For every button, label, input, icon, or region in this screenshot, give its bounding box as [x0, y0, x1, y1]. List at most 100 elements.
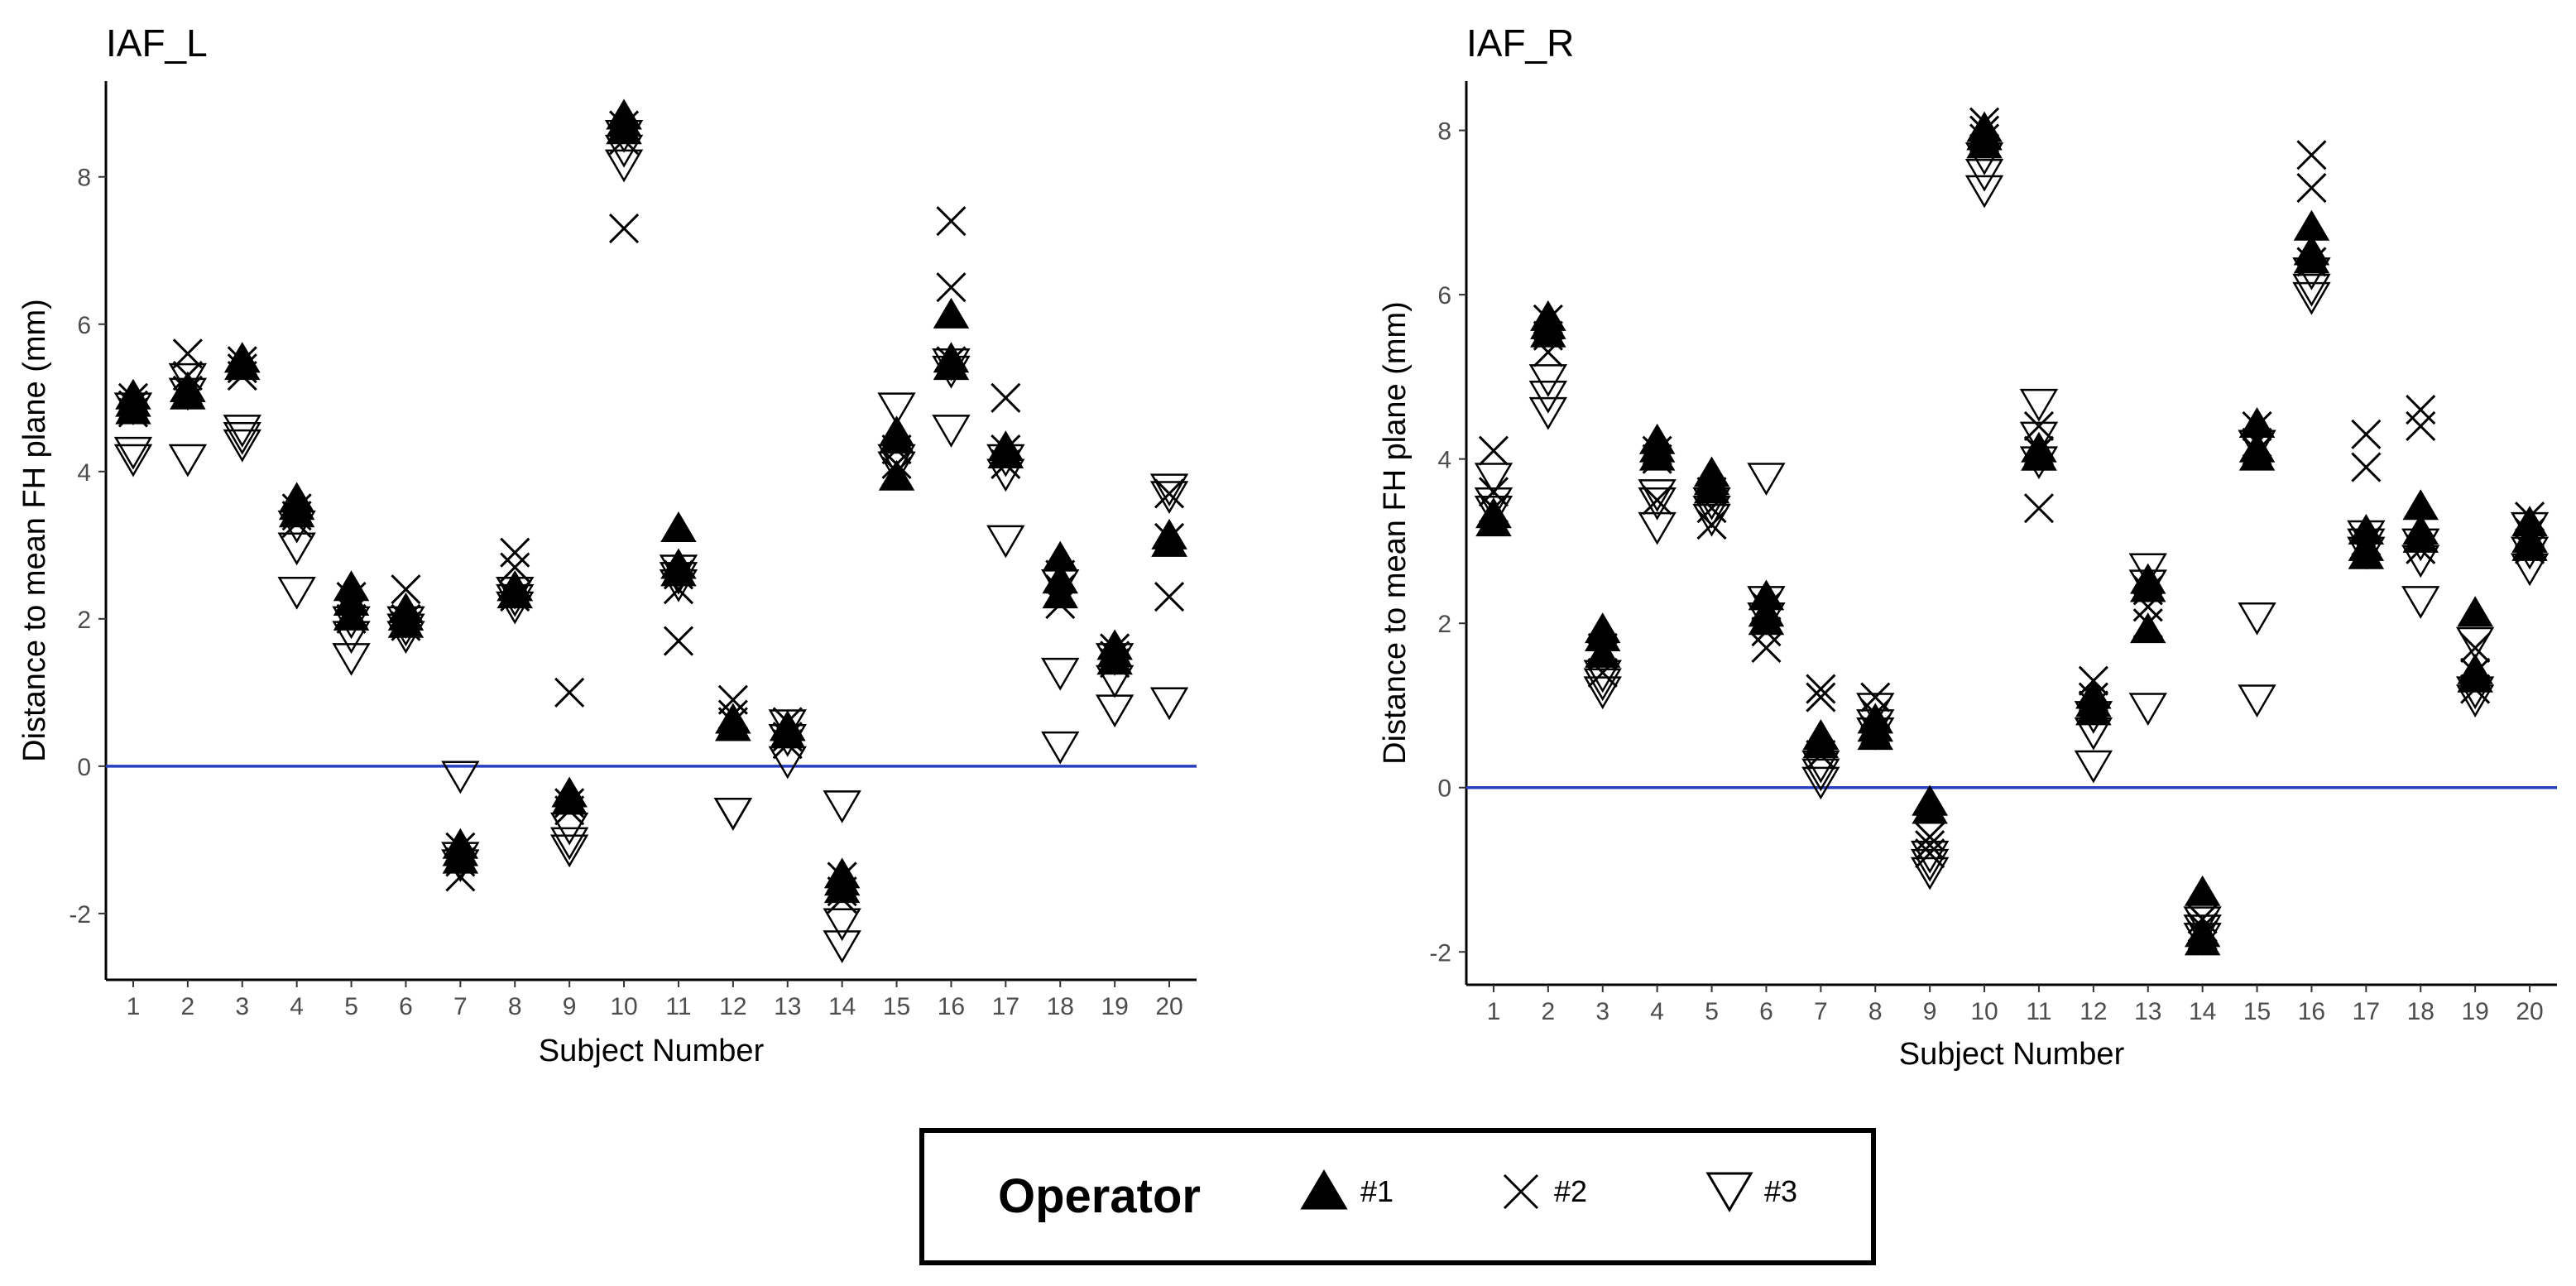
point-iaf-l-op2-46: [936, 272, 967, 303]
point-iaf-r-op2-28: [1969, 115, 2000, 146]
x-axis-label-iaf-l: Subject Number: [539, 1034, 765, 1068]
point-iaf-r-op3-13: [1692, 495, 1731, 529]
point-iaf-r-op3-6: [1583, 660, 1622, 693]
point-iaf-r-op1-11: [1638, 439, 1676, 471]
x-tick-label-iaf-l-14: 14: [828, 993, 856, 1020]
point-iaf-l-op2-43: [881, 449, 912, 479]
point-iaf-r-op2-49: [2351, 452, 2382, 482]
point-iaf-r-op3-44: [2238, 429, 2276, 463]
point-iaf-l-op3-11: [277, 576, 316, 610]
point-iaf-r-op3-15: [1747, 463, 1786, 496]
point-iaf-l-op2-38: [772, 729, 803, 760]
point-iaf-l-op3-34: [713, 798, 753, 831]
point-iaf-r-op1-5: [1530, 316, 1566, 348]
point-iaf-l-op3-52: [1041, 731, 1080, 765]
x-tick-label-iaf-r-7: 7: [1814, 998, 1828, 1025]
x-tick-label-iaf-r-3: 3: [1595, 998, 1609, 1025]
point-iaf-r-op3-19: [1801, 758, 1840, 792]
x-tick-label-iaf-l-8: 8: [508, 993, 522, 1020]
x-tick-label-iaf-r-10: 10: [1970, 998, 1998, 1025]
x-tick-label-iaf-l-2: 2: [181, 993, 195, 1020]
y-tick-label-iaf-l-6: 6: [77, 312, 91, 339]
x-tick-label-iaf-l-17: 17: [992, 993, 1019, 1020]
point-iaf-l-op1-8: [224, 342, 261, 373]
point-iaf-r-op3-26: [1910, 857, 1950, 890]
x-tick-label-iaf-r-11: 11: [2026, 998, 2051, 1025]
point-iaf-r-op1-39: [2184, 875, 2221, 906]
point-iaf-r-op3-46: [2292, 273, 2331, 307]
point-iaf-r-op3-7: [1583, 676, 1622, 710]
point-iaf-l-op1-53: [1042, 578, 1078, 609]
point-iaf-l-op1-30: [660, 511, 697, 542]
point-iaf-r-op3-32: [2019, 446, 2059, 480]
x-tick-label-iaf-l-12: 12: [719, 993, 746, 1020]
point-iaf-r-op2-24: [1915, 822, 1945, 852]
point-iaf-l-op3-55: [1095, 694, 1134, 728]
point-iaf-r-op3-38: [2128, 693, 2167, 726]
point-iaf-l-op3-10: [277, 532, 316, 566]
point-iaf-r-op3-48: [2347, 520, 2386, 554]
point-iaf-r-op2-38: [2132, 608, 2163, 639]
x-tick-label-iaf-l-15: 15: [883, 993, 910, 1020]
point-iaf-l-op3-42: [877, 392, 916, 426]
point-iaf-l-op2-56: [1100, 648, 1130, 679]
point-iaf-r-op3-11: [1638, 511, 1677, 545]
point-iaf-r-op3-55: [2455, 676, 2495, 710]
x-tick-label-iaf-r-19: 19: [2461, 998, 2488, 1025]
point-iaf-r-op2-7: [1587, 641, 1618, 671]
point-iaf-l-op2-48: [991, 382, 1021, 413]
legend-label-3: #3: [1764, 1174, 1797, 1208]
x-tick-label-iaf-l-19: 19: [1101, 993, 1128, 1020]
x-tick-label-iaf-l-3: 3: [235, 993, 249, 1020]
point-iaf-r-op2-59: [2514, 534, 2545, 564]
x-tick-label-iaf-l-4: 4: [290, 993, 304, 1020]
point-iaf-l-op2-44: [881, 456, 912, 487]
point-iaf-l-op2-1: [118, 390, 149, 420]
point-iaf-l-op2-12: [336, 582, 367, 612]
point-iaf-l-op2-9: [281, 493, 312, 524]
point-iaf-r-op2-11: [1642, 485, 1672, 516]
point-iaf-l-op2-18: [445, 861, 476, 892]
point-iaf-r-op2-32: [2023, 493, 2055, 524]
point-iaf-l-op3-50: [986, 525, 1025, 559]
point-iaf-l-op2-5: [172, 375, 203, 405]
point-iaf-r-op3-45: [2292, 257, 2331, 290]
point-iaf-l-op3-53: [1041, 569, 1080, 602]
point-iaf-l-op3-20: [441, 849, 480, 883]
point-iaf-l-op2-57: [1154, 478, 1185, 509]
point-iaf-l-op2-15: [391, 574, 421, 605]
point-iaf-r-op2-5: [1533, 337, 1563, 367]
point-iaf-r-op3-10: [1638, 487, 1677, 521]
legend-box: [919, 1128, 1876, 1265]
x-tick-label-iaf-l-11: 11: [665, 993, 691, 1020]
x-tick-label-iaf-r-17: 17: [2353, 998, 2380, 1025]
x-tick-label-iaf-r-8: 8: [1868, 998, 1883, 1025]
point-iaf-l-op2-21: [500, 537, 530, 568]
point-iaf-l-op3-8: [223, 429, 261, 463]
point-iaf-l-op3-9: [277, 510, 316, 544]
point-iaf-l-op1-41: [823, 872, 861, 904]
point-iaf-l-op2-7: [227, 353, 257, 384]
point-iaf-r-op3-40: [2183, 914, 2222, 948]
point-iaf-l-op3-25: [549, 827, 589, 861]
point-iaf-l-op2-52: [1045, 574, 1076, 605]
x-tick-label-iaf-r-16: 16: [2298, 998, 2325, 1025]
point-iaf-l-op3-17: [386, 621, 425, 655]
x-axis-label-iaf-r: Subject Number: [1899, 1037, 2125, 1072]
point-iaf-r-op3-2: [1474, 495, 1513, 529]
point-iaf-r-op2-54: [2460, 632, 2491, 664]
x-tick-label-iaf-l-6: 6: [399, 993, 413, 1020]
point-iaf-r-op3-59: [2510, 553, 2550, 587]
x-tick-label-iaf-r-14: 14: [2189, 998, 2216, 1025]
point-iaf-l-op3-18: [441, 761, 480, 794]
x-tick-label-iaf-l-5: 5: [344, 993, 358, 1020]
point-iaf-r-op3-9: [1638, 479, 1677, 512]
y-tick-label-iaf-r-8: 8: [1437, 118, 1451, 146]
point-iaf-l-op3-40: [823, 908, 861, 942]
point-iaf-r-op2-19: [1806, 682, 1836, 713]
point-iaf-r-op1-38: [2130, 612, 2166, 644]
point-iaf-r-op3-25: [1910, 848, 1950, 882]
point-iaf-r-op3-17: [1747, 602, 1786, 636]
point-iaf-r-op2-4: [1533, 320, 1563, 351]
